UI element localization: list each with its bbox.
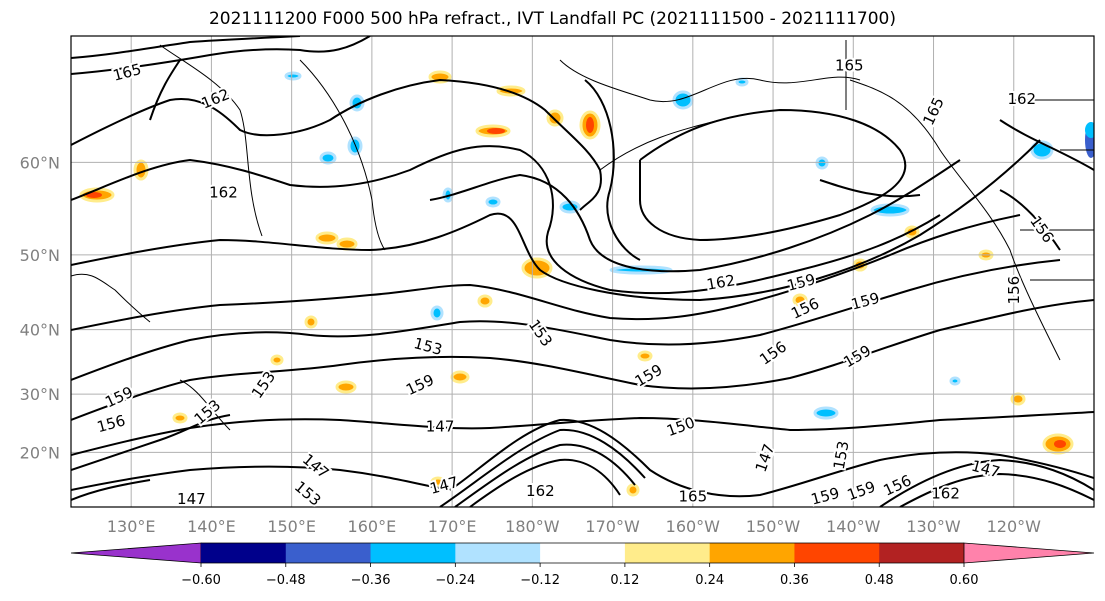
lon-tick-label: 150°W xyxy=(746,517,801,536)
lat-tick-label: 30°N xyxy=(20,385,60,404)
lat-tick-label: 50°N xyxy=(20,246,60,265)
lon-tick-label: 120°W xyxy=(987,517,1042,536)
contour-label: 162 xyxy=(1007,90,1036,108)
colorbar-extend-high xyxy=(963,542,1095,564)
colorbar-bin xyxy=(455,543,541,563)
contour-label: 165 xyxy=(835,56,864,74)
contour-label: 162 xyxy=(526,482,555,500)
graticule xyxy=(71,36,1094,507)
height-contours xyxy=(71,36,1094,507)
colorbar-tick-label: 0.60 xyxy=(950,573,979,588)
colorbar-tick-label: 0.24 xyxy=(695,573,724,588)
lon-tick-label: 140°E xyxy=(187,517,236,536)
contour-label: 147 xyxy=(177,490,206,508)
lon-tick-label: 160°W xyxy=(666,517,721,536)
lon-tick-label: 170°E xyxy=(428,517,477,536)
contour-label: 162 xyxy=(209,184,238,202)
lon-tick-label: 130°W xyxy=(906,517,961,536)
plot-frame xyxy=(70,35,1095,508)
colorbar-bin xyxy=(879,543,965,563)
colorbar-bin xyxy=(285,543,372,563)
contour-label: 165 xyxy=(679,487,708,505)
colorbar xyxy=(70,542,1095,564)
colorbar-bin xyxy=(794,543,880,563)
lat-tick-label: 20°N xyxy=(20,443,60,462)
lon-tick-label: 130°E xyxy=(107,517,156,536)
colorbar-tick-label: −0.60 xyxy=(181,573,221,588)
colorbar-tick-label: −0.24 xyxy=(435,573,475,588)
colorbar-tick-label: −0.48 xyxy=(266,573,306,588)
longitude-tick-labels: 130°E 140°E 150°E 160°E 170°E 180°W 170°W 160°W… xyxy=(107,517,1041,536)
lat-tick-label: 40°N xyxy=(20,321,60,340)
colorbar-bin xyxy=(624,543,711,563)
colorbar-tick-label: 0.12 xyxy=(610,573,639,588)
lon-tick-label: 170°W xyxy=(585,517,640,536)
contour-label: 147 xyxy=(426,418,455,436)
colorbar-tick-label: 0.36 xyxy=(780,573,809,588)
colorbar-tick-label: 0.48 xyxy=(865,573,894,588)
colorbar-tick-labels: −0.60 −0.48 −0.36 −0.24 −0.12 0.12 0.24 0.36 0.4… xyxy=(181,563,978,588)
colorbar-tick-label: −0.12 xyxy=(520,573,560,588)
lon-tick-label: 160°E xyxy=(348,517,397,536)
colorbar-extend-low xyxy=(70,542,202,564)
colorbar-bin xyxy=(709,543,795,563)
lon-tick-label: 180°W xyxy=(505,517,560,536)
lat-tick-label: 60°N xyxy=(20,153,60,172)
colorbar-tick-label: −0.36 xyxy=(351,573,391,588)
lon-tick-label: 150°E xyxy=(267,517,316,536)
chart-title: 2021111200 F000 500 hPa refract., IVT La… xyxy=(208,9,896,29)
colorbar-bin xyxy=(370,543,456,563)
lon-tick-label: 140°W xyxy=(826,517,881,536)
colorbar-bin xyxy=(540,543,626,563)
colorbar-bin xyxy=(201,543,287,563)
contour-label: 162 xyxy=(931,485,960,503)
contour-label: 156 xyxy=(1005,276,1023,305)
latitude-tick-labels: 20°N 30°N 40°N 50°N 60°N xyxy=(20,153,60,462)
